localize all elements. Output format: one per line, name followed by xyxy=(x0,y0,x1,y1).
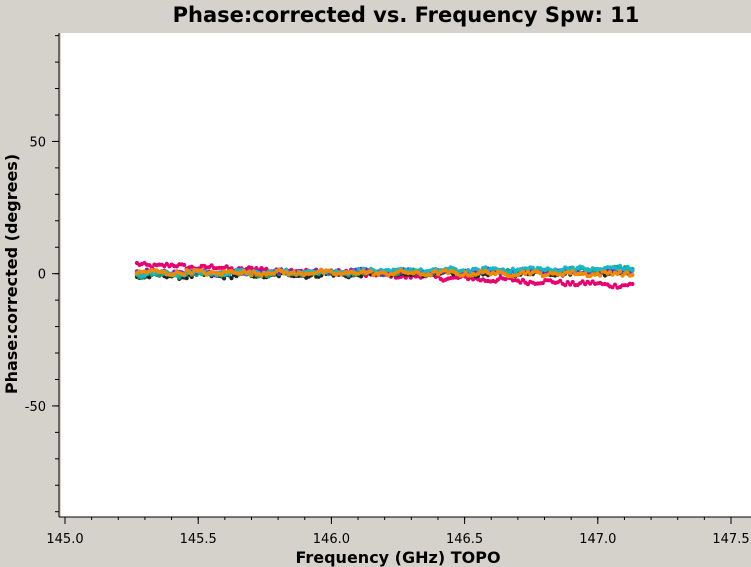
data-point xyxy=(622,267,628,272)
data-point xyxy=(630,272,635,278)
data-point xyxy=(358,274,364,279)
x-tick-label: 146.5 xyxy=(446,532,483,547)
data-point xyxy=(224,264,229,269)
data-point xyxy=(525,269,531,274)
data-point xyxy=(510,266,515,271)
x-tick-label: 145.5 xyxy=(180,532,217,547)
data-point xyxy=(540,280,545,286)
data-point xyxy=(583,271,588,276)
data-point xyxy=(418,267,423,272)
y-ticks: -50 0 50 xyxy=(25,35,59,513)
data-point xyxy=(563,283,568,288)
data-point xyxy=(222,276,227,281)
x-ticks: 145.0 145.5 146.0 146.5 147.0 147.5 xyxy=(46,517,750,547)
chart-title: Phase:corrected vs. Frequency Spw: 11 xyxy=(173,3,640,27)
data-point xyxy=(219,272,224,277)
data-point xyxy=(530,265,535,270)
data-point xyxy=(284,269,289,274)
data-point xyxy=(630,268,635,273)
data-point xyxy=(607,270,613,275)
x-tick-label: 146.0 xyxy=(313,532,350,547)
data-point xyxy=(182,262,187,268)
y-tick-label: -50 xyxy=(25,400,46,415)
data-point xyxy=(428,273,433,278)
data-point xyxy=(570,268,575,273)
data-point xyxy=(182,272,187,277)
data-point xyxy=(319,267,324,273)
data-point xyxy=(598,273,603,278)
data-point xyxy=(520,277,526,282)
data-point xyxy=(209,263,214,268)
data-point xyxy=(291,270,296,275)
data-point xyxy=(518,280,523,285)
axes xyxy=(58,33,751,518)
data-point xyxy=(558,278,563,283)
data-point xyxy=(508,269,513,275)
data-point xyxy=(610,285,615,290)
y-tick-label: 0 xyxy=(38,268,46,283)
data-point xyxy=(184,276,189,281)
data-point xyxy=(483,265,488,270)
data-point xyxy=(570,279,575,285)
data-point xyxy=(617,263,623,268)
data-point xyxy=(229,276,234,281)
data-point xyxy=(443,268,448,273)
data-point xyxy=(580,279,585,284)
y-axis-label: Phase:corrected (degrees) xyxy=(2,154,21,394)
data-point xyxy=(570,265,575,270)
data-point xyxy=(259,273,264,278)
x-tick-label: 145.0 xyxy=(46,532,83,547)
data-points xyxy=(134,260,635,290)
data-point xyxy=(617,269,623,274)
data-point xyxy=(189,271,194,276)
x-axis-label: Frequency (GHz) TOPO xyxy=(295,548,500,567)
x-tick-label: 147.5 xyxy=(712,532,749,547)
data-point xyxy=(463,270,468,275)
y-tick-label: 50 xyxy=(29,135,46,150)
data-point xyxy=(249,273,254,278)
data-point xyxy=(433,269,438,274)
data-point xyxy=(493,272,498,277)
data-point xyxy=(625,270,630,275)
series-orange xyxy=(134,267,635,279)
data-point xyxy=(368,269,374,274)
data-point xyxy=(612,282,618,287)
data-point xyxy=(246,269,252,274)
data-point xyxy=(538,271,543,276)
data-point xyxy=(630,281,635,287)
data-point xyxy=(461,273,466,278)
data-point xyxy=(476,271,481,276)
data-point xyxy=(568,282,573,287)
x-tick-label: 147.0 xyxy=(579,532,616,547)
